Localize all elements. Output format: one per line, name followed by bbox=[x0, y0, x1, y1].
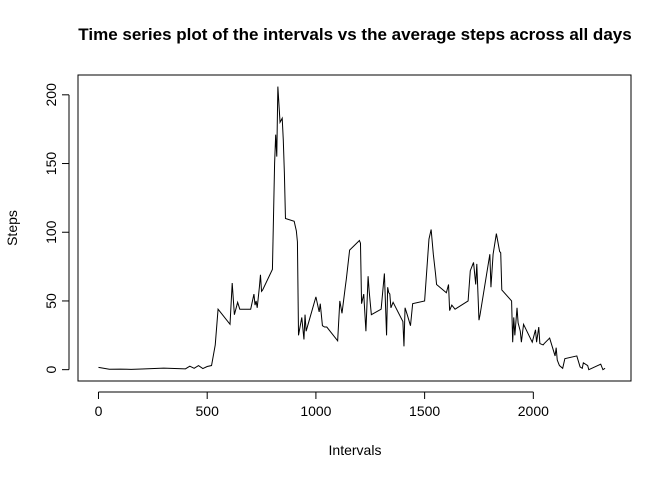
x-tick-label: 1000 bbox=[300, 403, 331, 419]
x-axis-label: Intervals bbox=[329, 442, 382, 458]
x-tick-label: 500 bbox=[196, 403, 220, 419]
chart-title: Time series plot of the intervals vs the… bbox=[78, 25, 631, 44]
data-line bbox=[98, 86, 606, 371]
y-tick-label: 150 bbox=[43, 152, 59, 176]
x-tick-label: 1500 bbox=[409, 403, 440, 419]
y-tick-label: 0 bbox=[43, 366, 59, 374]
x-tick-label: 0 bbox=[95, 403, 103, 419]
plot-frame bbox=[77, 74, 632, 382]
y-tick-label: 100 bbox=[43, 220, 59, 244]
y-axis-label: Steps bbox=[4, 210, 20, 246]
y-tick-label: 50 bbox=[43, 293, 59, 309]
y-tick-label: 200 bbox=[43, 83, 59, 107]
x-tick-label: 2000 bbox=[518, 403, 549, 419]
